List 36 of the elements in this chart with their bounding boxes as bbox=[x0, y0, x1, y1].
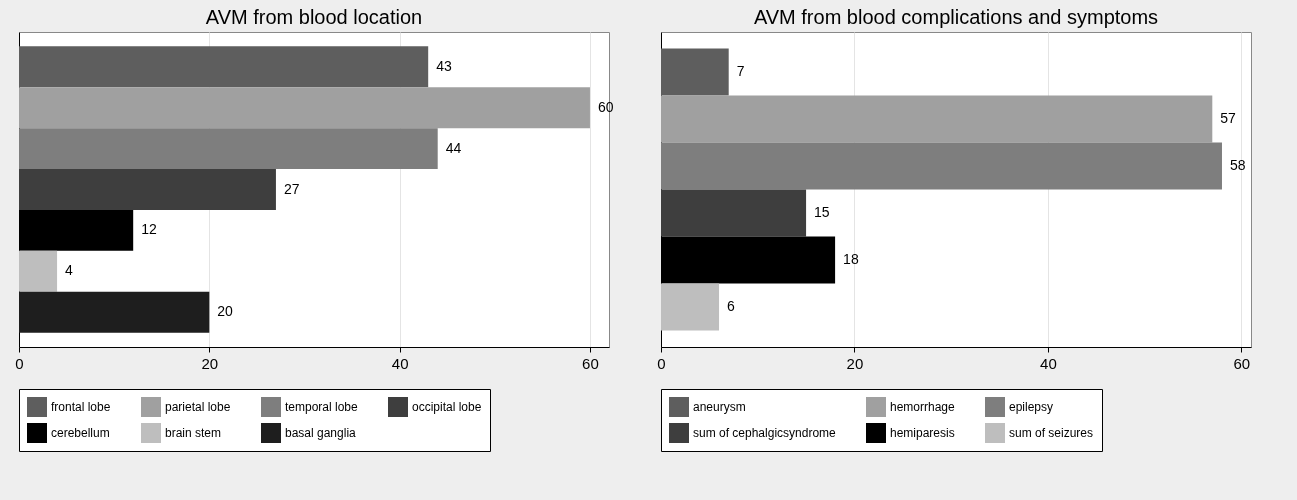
legend-label: hemiparesis bbox=[890, 426, 955, 440]
data-label: 58 bbox=[1229, 156, 1246, 173]
legend-label: sum of seizures bbox=[1009, 426, 1094, 440]
data-label: 4 bbox=[65, 262, 74, 279]
data-label: 43 bbox=[436, 57, 452, 74]
x-tick-label: 60 bbox=[582, 354, 599, 372]
data-label: 60 bbox=[597, 98, 614, 115]
data-label: 15 bbox=[814, 204, 830, 221]
chart-title: AVM from blood location bbox=[205, 6, 423, 28]
x-tick-label: 0 bbox=[15, 354, 24, 372]
data-label: 6 bbox=[727, 298, 736, 315]
x-tick-label: 40 bbox=[1040, 354, 1057, 372]
x-tick-label: 20 bbox=[201, 354, 219, 372]
legend-label: epilepsy bbox=[1009, 400, 1054, 414]
x-tick-label: 60 bbox=[1233, 354, 1251, 372]
data-label: 20 bbox=[217, 303, 234, 320]
x-tick-label: 0 bbox=[657, 354, 666, 372]
data-label: 12 bbox=[141, 221, 157, 238]
legend-label: brain stem bbox=[165, 426, 222, 440]
x-tick-label: 40 bbox=[391, 354, 409, 372]
legend-label: sum of cephalgicsyndrome bbox=[693, 426, 837, 440]
legend-label: aneurysm bbox=[693, 400, 746, 414]
legend-label: basal ganglia bbox=[285, 426, 357, 440]
x-tick-label: 20 bbox=[846, 354, 864, 372]
data-label: 44 bbox=[445, 139, 462, 156]
data-label: 57 bbox=[1220, 109, 1237, 126]
legend-label: occipital lobe bbox=[412, 400, 482, 414]
legend-label: hemorrhage bbox=[890, 400, 956, 414]
data-label: 7 bbox=[736, 62, 745, 79]
legend-label: temporal lobe bbox=[285, 400, 359, 414]
chart-title: AVM from blood complications and symptoms bbox=[753, 6, 1159, 28]
legend-label: parietal lobe bbox=[165, 400, 231, 414]
legend-label: frontal lobe bbox=[51, 400, 111, 414]
data-label: 27 bbox=[283, 180, 300, 197]
legend-label: cerebellum bbox=[51, 426, 110, 440]
data-label: 18 bbox=[843, 251, 859, 268]
